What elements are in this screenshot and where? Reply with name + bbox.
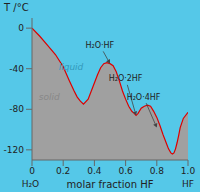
svg-text:H₂O·2HF: H₂O·2HF: [109, 74, 143, 83]
svg-text:0.4: 0.4: [87, 166, 102, 176]
html-text:T /°C: T /°C: [4, 2, 29, 13]
svg-text:0.8: 0.8: [150, 166, 165, 176]
svg-text:-40: -40: [9, 64, 24, 74]
svg-text:0.6: 0.6: [118, 166, 133, 176]
svg-text:H₂O·HF: H₂O·HF: [86, 41, 115, 50]
svg-text:-80: -80: [9, 104, 24, 114]
svg-text:H₂O: H₂O: [22, 179, 39, 189]
svg-text:HF: HF: [182, 179, 192, 189]
svg-text:0: 0: [18, 23, 24, 33]
svg-text:1.0: 1.0: [181, 166, 192, 176]
svg-text:0: 0: [29, 166, 35, 176]
svg-text:liquid: liquid: [59, 62, 84, 72]
svg-text:solid: solid: [39, 92, 60, 102]
svg-text:molar fraction HF: molar fraction HF: [67, 179, 154, 190]
svg-text:-120: -120: [8, 145, 24, 155]
svg-text:0.2: 0.2: [56, 166, 70, 176]
svg-text:H₂O·4HF: H₂O·4HF: [127, 93, 161, 102]
